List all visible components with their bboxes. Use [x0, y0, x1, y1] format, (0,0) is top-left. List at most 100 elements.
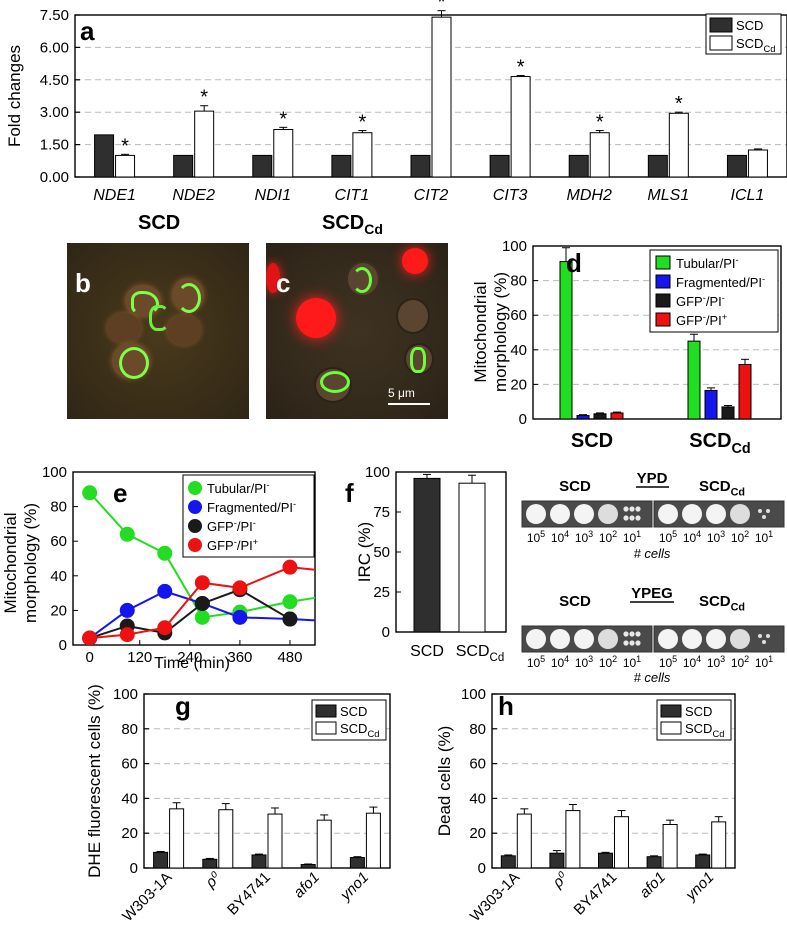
dilution-label: 105: [659, 654, 677, 670]
x-tick-label: afo1: [636, 869, 669, 902]
panel-b-title: SCD: [138, 212, 181, 234]
dilution-exponent: 4: [696, 529, 701, 539]
y-tick-label: 75: [373, 504, 390, 521]
label-part: Time (min): [154, 655, 230, 672]
legend-swatch: [188, 481, 202, 495]
colony-spot: [526, 629, 546, 649]
dilution-exponent: 1: [768, 654, 773, 664]
data-point: [119, 627, 135, 643]
dilution-base: 10: [527, 531, 541, 545]
x-tick-label: afo1: [290, 869, 323, 902]
colony-spot: [598, 504, 618, 524]
y-tick-label: 40: [50, 568, 67, 585]
label-part: yno1: [336, 869, 372, 905]
label-part: ρ⁰: [202, 869, 225, 892]
legend-label: SCD: [340, 704, 367, 719]
y-tick-label: 100: [365, 464, 390, 481]
bar: [251, 854, 267, 869]
significance-star: *: [675, 93, 683, 115]
bar: [458, 482, 486, 633]
label-part: CIT3: [493, 187, 528, 204]
label-part: /PI: [706, 294, 722, 309]
label-part: Cd: [732, 441, 751, 457]
axes-frame: [74, 14, 787, 178]
axes-frame: [143, 693, 391, 869]
colony-dot: [766, 634, 770, 638]
bar: [610, 412, 624, 420]
legend-swatch: [315, 704, 337, 718]
bar: [94, 134, 115, 178]
cell: [167, 315, 201, 345]
bar: [576, 415, 590, 420]
label-part: /PI: [237, 519, 253, 534]
x-tick-label: BY4741: [224, 869, 274, 919]
label-part: YPEG: [631, 585, 673, 602]
spot-label-scd-cd: SCDCd: [699, 593, 745, 614]
label-part: afo1: [290, 869, 323, 902]
dilution-exponent: 3: [720, 529, 725, 539]
bar: [593, 413, 607, 420]
dilution-exponent: 3: [588, 654, 593, 664]
colony-spot: [658, 629, 678, 649]
y-tick-label: 100: [42, 464, 67, 481]
bar: [349, 857, 365, 869]
x-tick-label: W303-1A: [467, 869, 523, 925]
bar: [568, 154, 589, 178]
y-tick-label: 40: [510, 342, 527, 359]
x-tick-label: NDI1: [255, 187, 291, 204]
panel-letter-c: c: [276, 268, 290, 298]
colony-spot: [658, 504, 678, 524]
dilution-exponent: 3: [588, 529, 593, 539]
dilution-exponent: 2: [612, 654, 617, 664]
legend-label: SCDCd: [685, 721, 724, 739]
label-part: ρ⁰: [549, 869, 572, 892]
spot-medium-ypd: YPD: [637, 470, 668, 487]
x-tick-label: SCDCd: [689, 430, 750, 457]
axes-frame: [532, 245, 782, 420]
colony-dot: [758, 634, 762, 638]
y-tick-label: 4.50: [40, 72, 69, 89]
data-point: [282, 559, 298, 575]
panel-g-chart: 0 20 40 60 80 100 W303-1A ρ⁰ BY4741 afo1 yno1 DHE f…: [85, 684, 391, 925]
bar: [726, 154, 747, 178]
colony-dot: [758, 509, 762, 513]
bar: [711, 821, 727, 869]
label-part: SCD: [456, 643, 490, 660]
dilution-label: 102: [731, 529, 749, 545]
dilution-base: 10: [599, 531, 613, 545]
dilution-exponent: 5: [672, 529, 677, 539]
dilution-label: 101: [755, 654, 773, 670]
label-part: Cd: [731, 487, 745, 499]
legend-swatch: [709, 17, 733, 33]
colony-spot: [574, 504, 594, 524]
data-point: [194, 609, 210, 625]
colony-dot: [629, 515, 635, 521]
bar: [510, 76, 531, 178]
panel-letter-d: d: [566, 248, 582, 278]
label-part: NDI1: [255, 187, 291, 204]
y-tick-label: 0: [59, 637, 67, 654]
y-tick-label: 0: [382, 624, 390, 641]
label-part: morphology (%): [21, 503, 40, 623]
bar: [115, 154, 136, 178]
label-part: -: [736, 255, 739, 265]
dilution-label: 103: [575, 529, 593, 545]
label-part: MDH2: [567, 187, 612, 204]
y-tick-label: 20: [121, 825, 138, 842]
legend-label: SCDCd: [736, 36, 775, 54]
y-tick-label: 80: [510, 273, 527, 290]
data-point: [82, 630, 98, 645]
colony-dot: [629, 631, 635, 637]
legend-swatch: [188, 538, 202, 552]
colony-dot: [623, 631, 629, 637]
colony-dot: [623, 640, 629, 646]
y-tick-label: 40: [469, 790, 486, 807]
x-tick-label: CIT2: [414, 187, 449, 204]
y-tick-label: 60: [50, 533, 67, 550]
bar: [614, 816, 629, 869]
x-tick-label: ρ⁰: [202, 869, 225, 892]
bar: [316, 819, 332, 869]
y-tick-label: 60: [469, 756, 486, 773]
